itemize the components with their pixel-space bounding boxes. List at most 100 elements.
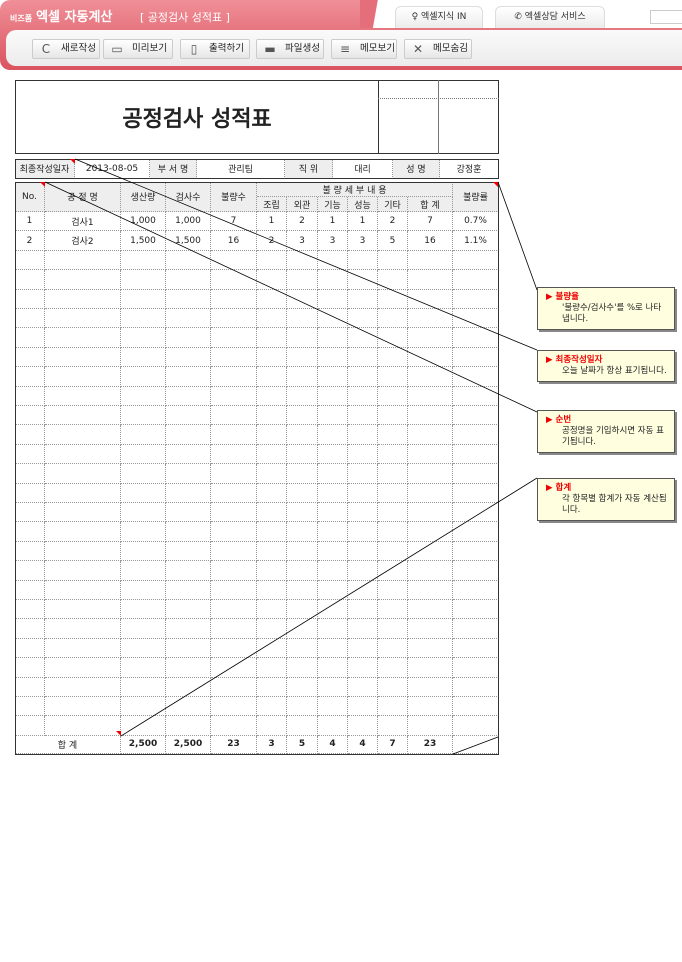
- table-cell: [15, 677, 45, 697]
- table-cell: [45, 677, 121, 697]
- toolbar-button-2[interactable]: ▯ 출력하기: [180, 39, 250, 59]
- triangle-right-icon: ▶: [546, 415, 556, 425]
- total-cell: 23: [211, 735, 257, 754]
- table-cell: [15, 716, 45, 736]
- table-cell: [45, 541, 121, 562]
- table-cell: [15, 406, 45, 426]
- toolbar-button-3[interactable]: ▬ 파일생성: [256, 39, 324, 59]
- table-cell: [287, 425, 318, 445]
- table-cell: [408, 406, 453, 426]
- table-cell: [15, 270, 45, 290]
- table-cell: [287, 444, 318, 465]
- callout-note: ▶ 순번 공정명을 기입하시면 자동 표기됩니다.: [537, 410, 675, 453]
- table-cell: [15, 328, 45, 348]
- total-cell: 23: [408, 735, 453, 754]
- callout-note: ▶ 합계 각 항목별 합계가 자동 계산됩니다.: [537, 478, 675, 521]
- table-frame: [15, 182, 499, 755]
- callout-title: ▶ 순번: [546, 415, 668, 426]
- app-header: 비즈폼 엑셀 자동계산 [ 공정검사 성적표 ] ♀ 엑셀지식 IN ✆ 엑셀상담…: [0, 0, 682, 72]
- table-cell: [318, 425, 348, 445]
- page-title: 공정검사 성적표: [15, 80, 379, 154]
- callout-body: 각 항목별 합계가 자동 계산됩니다.: [562, 494, 667, 515]
- total-cell: 7: [378, 735, 408, 754]
- table-cell: [45, 464, 121, 484]
- callout-title-text: 합계: [555, 483, 572, 493]
- table-cell: [15, 483, 45, 503]
- toolbar-button-label: 새로작성: [61, 43, 96, 54]
- table-cell: [318, 444, 348, 465]
- callout-note: ▶ 불량율 '불량수/검사수'를 %로 나타냅니다.: [537, 287, 675, 330]
- table-cell: [15, 289, 45, 309]
- table-cell: [45, 483, 121, 503]
- table-cell: [121, 444, 166, 465]
- tab-excel-knowledge[interactable]: ♀ 엑셀지식 IN: [395, 6, 483, 28]
- total-cell: 5: [287, 735, 318, 754]
- phone-icon: ✆: [514, 12, 525, 22]
- folder-icon: ▬: [264, 42, 276, 56]
- toolbar-button-label: 출력하기: [209, 43, 244, 54]
- table-cell: [348, 444, 378, 465]
- total-cell: 4: [318, 735, 348, 754]
- table-cell: [166, 444, 211, 465]
- comment-marker: [493, 182, 498, 187]
- total-cell: 2,500: [121, 735, 166, 754]
- callout-note: ▶ 최종작성일자 오늘 날짜가 항상 표기됩니다.: [537, 350, 675, 382]
- table-cell: [45, 658, 121, 678]
- total-cell: 4: [348, 735, 378, 754]
- toolbar-button-0[interactable]: C 새로작성: [32, 39, 100, 59]
- table-cell: [15, 697, 45, 717]
- table-cell: [15, 386, 45, 406]
- table-cell: 2: [15, 231, 45, 251]
- table-cell: [15, 503, 45, 523]
- table-cell: [166, 425, 211, 445]
- table-cell: [45, 580, 121, 600]
- table-cell: [15, 250, 45, 271]
- header-no: No.: [15, 182, 45, 212]
- info-row-frame: [15, 159, 499, 179]
- table-cell: [121, 425, 166, 445]
- table-cell: [15, 347, 45, 368]
- toolbar-button-5[interactable]: ✕ 메모숨김: [404, 39, 472, 59]
- table-cell: [45, 600, 121, 620]
- table-cell: [45, 638, 121, 659]
- callout-title-text: 순번: [555, 415, 572, 425]
- memo-hide-icon: ✕: [412, 42, 424, 56]
- table-cell: [287, 406, 318, 426]
- table-cell: [15, 561, 45, 581]
- table-cell: 1: [15, 212, 45, 232]
- callout-title-text: 최종작성일자: [555, 355, 603, 365]
- table-cell: [378, 444, 408, 465]
- table-cell: [408, 425, 453, 445]
- callout-line-rate: [497, 181, 538, 291]
- toolbar-button-label: 메모숨김: [433, 43, 468, 54]
- table-cell: [348, 425, 378, 445]
- table-cell: [45, 425, 121, 445]
- toolbar-button-label: 미리보기: [132, 43, 167, 54]
- toolbar-button-1[interactable]: ▭ 미리보기: [103, 39, 173, 59]
- table-cell: [257, 444, 287, 465]
- table-cell: [15, 464, 45, 484]
- tab-excel-consult[interactable]: ✆ 엑셀상담 서비스: [495, 6, 605, 28]
- table-cell: [15, 619, 45, 639]
- toolbar-button-label: 파일생성: [285, 43, 320, 54]
- table-cell: [15, 444, 45, 465]
- table-cell: [257, 406, 287, 426]
- callout-title: ▶ 불량율: [546, 292, 668, 303]
- table-cell: [15, 580, 45, 600]
- search-input[interactable]: [650, 10, 682, 24]
- table-cell: [15, 638, 45, 659]
- callout-title-text: 불량율: [555, 292, 579, 302]
- table-cell: [211, 444, 257, 465]
- toolbar-button-4[interactable]: ≡ 메모보기: [331, 39, 397, 59]
- table-cell: [45, 503, 121, 523]
- comment-marker: [116, 731, 121, 736]
- monitor-icon: ▭: [111, 42, 123, 56]
- table-cell: [211, 406, 257, 426]
- table-cell: [15, 309, 45, 329]
- total-cell: 3: [257, 735, 287, 754]
- callout-title: ▶ 합계: [546, 483, 668, 494]
- table-cell: [121, 406, 166, 426]
- brand-logo: 비즈폼 엑셀 자동계산: [10, 10, 113, 25]
- table-cell: [211, 425, 257, 445]
- triangle-right-icon: ▶: [546, 355, 556, 365]
